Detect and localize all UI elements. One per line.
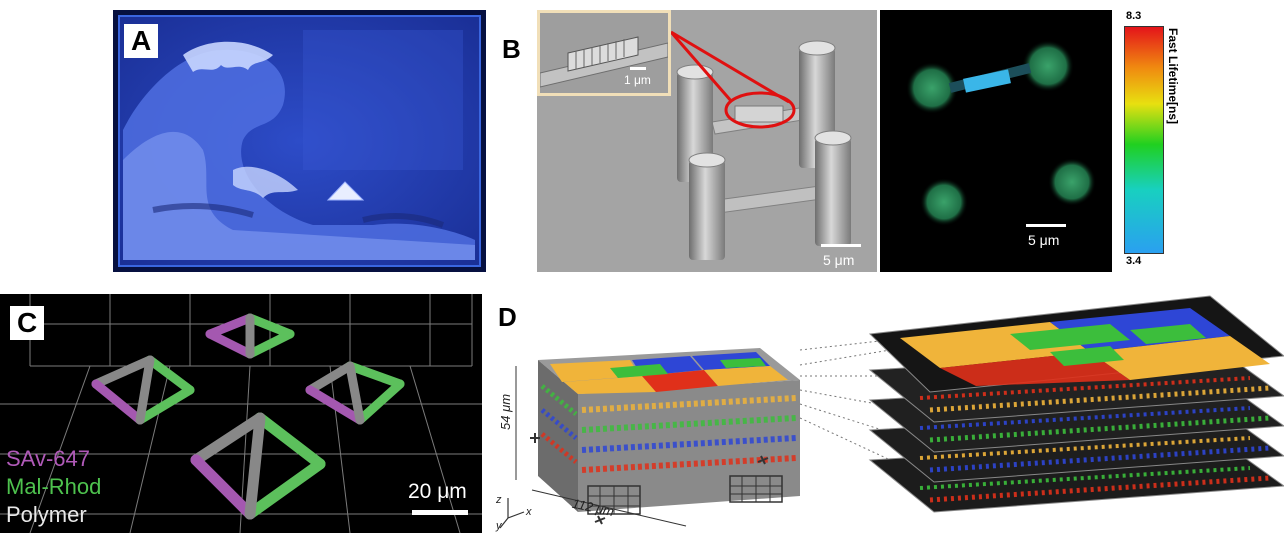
inset-micrograph bbox=[539, 36, 669, 88]
sem-inset: 1 μm bbox=[537, 10, 671, 96]
legend-sav647: SAv-647 bbox=[6, 446, 90, 471]
panel-a-label: A bbox=[124, 24, 159, 58]
inset-scale-label: 1 μm bbox=[624, 73, 651, 87]
sem-scale-bar bbox=[821, 244, 861, 247]
cube-model bbox=[530, 348, 800, 525]
layer-stack bbox=[868, 295, 1284, 513]
panel-d-diagram bbox=[499, 295, 1284, 529]
fluor-scale-bar bbox=[1026, 224, 1066, 227]
panel-b-label: B bbox=[502, 34, 521, 64]
c-scale-bar bbox=[412, 510, 468, 515]
colorbar-max: 8.3 bbox=[1126, 10, 1142, 22]
dim-height-label: 54 μm bbox=[498, 393, 513, 430]
fluorescence-lifetime-map bbox=[906, 40, 1096, 226]
great-wave-image bbox=[118, 15, 481, 267]
lifetime-colorbar bbox=[1124, 26, 1164, 254]
panel-b-sem-image: 1 μm 5 μm bbox=[537, 10, 877, 272]
inset-scale-bar bbox=[630, 67, 646, 70]
panel-b-fluorescence-image: 5 μm bbox=[880, 10, 1112, 272]
axis-x-label: x bbox=[526, 506, 532, 518]
fluor-scale-label: 5 μm bbox=[1028, 232, 1060, 248]
colorbar-title: Fast Lifetime[ns] bbox=[1166, 28, 1180, 125]
panel-c-label: C bbox=[10, 306, 45, 340]
panel-c: C SAv-647 Mal-Rhod Polymer 20 μm bbox=[0, 294, 482, 533]
sem-scale-label: 5 μm bbox=[823, 252, 855, 268]
legend-polymer: Polymer bbox=[6, 502, 87, 527]
panel-a: A bbox=[113, 10, 486, 272]
axis-z-label: z bbox=[496, 494, 502, 506]
legend-mal-rhod: Mal-Rhod bbox=[6, 474, 102, 499]
octahedra-render bbox=[0, 294, 482, 533]
axis-y-label: y bbox=[496, 520, 502, 532]
c-scale-label: 20 μm bbox=[408, 480, 467, 503]
colorbar-min: 3.4 bbox=[1126, 255, 1142, 267]
panel-d-label: D bbox=[498, 302, 517, 332]
